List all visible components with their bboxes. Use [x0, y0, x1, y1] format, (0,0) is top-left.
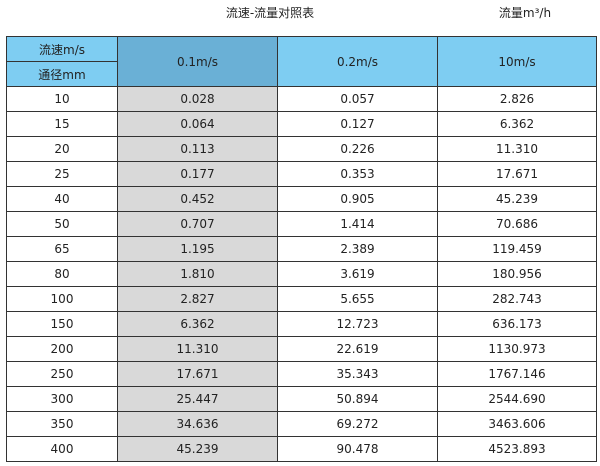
diameter-cell: 350 [6, 411, 118, 437]
flow-cell: 1130.973 [437, 336, 597, 362]
flow-cell: 1.810 [117, 261, 278, 287]
column-header[interactable]: 0.1m/s [117, 36, 278, 87]
flow-cell: 2.827 [117, 286, 278, 312]
table-row: 50 0.707 1.414 70.686 [6, 211, 597, 237]
table-row: 350 34.636 69.272 3463.606 [6, 411, 597, 437]
flow-cell: 25.447 [117, 386, 278, 412]
flow-cell: 11.310 [117, 336, 278, 362]
table-row: 150 6.362 12.723 636.173 [6, 311, 597, 337]
flow-cell: 11.310 [437, 136, 597, 162]
diameter-cell: 300 [6, 386, 118, 412]
table-row: 65 1.195 2.389 119.459 [6, 236, 597, 262]
table-row: 300 25.447 50.894 2544.690 [6, 386, 597, 412]
diameter-cell: 50 [6, 211, 118, 237]
flow-cell: 0.226 [277, 136, 438, 162]
flow-cell: 34.636 [117, 411, 278, 437]
header-row: 通径mm [6, 61, 597, 87]
flow-cell: 636.173 [437, 311, 597, 337]
flow-cell: 0.113 [117, 136, 278, 162]
header-diameter: 通径mm [6, 61, 118, 87]
flow-cell: 35.343 [277, 361, 438, 387]
flow-cell: 0.905 [277, 186, 438, 212]
table-row: 400 45.239 90.478 4523.893 [6, 436, 597, 462]
flow-cell: 3463.606 [437, 411, 597, 437]
diameter-cell: 200 [6, 336, 118, 362]
flow-cell: 6.362 [437, 111, 597, 137]
flow-cell: 1.414 [277, 211, 438, 237]
column-header[interactable]: 0.2m/s [277, 36, 438, 87]
flow-cell: 90.478 [277, 436, 438, 462]
flow-cell: 0.177 [117, 161, 278, 187]
diameter-cell: 150 [6, 311, 118, 337]
table-row: 200 11.310 22.619 1130.973 [6, 336, 597, 362]
diameter-cell: 15 [6, 111, 118, 137]
diameter-cell: 20 [6, 136, 118, 162]
flow-cell: 2.826 [437, 86, 597, 112]
table-title: 流速-流量对照表 [225, 6, 315, 20]
flow-cell: 1767.146 [437, 361, 597, 387]
table-row: 15 0.064 0.127 6.362 [6, 111, 597, 137]
flow-cell: 0.707 [117, 211, 278, 237]
table-row: 40 0.452 0.905 45.239 [6, 186, 597, 212]
flow-cell: 12.723 [277, 311, 438, 337]
flow-cell: 4523.893 [437, 436, 597, 462]
header-velocity: 流速m/s [6, 36, 118, 62]
flow-cell: 3.619 [277, 261, 438, 287]
diameter-cell: 80 [6, 261, 118, 287]
table-row: 20 0.113 0.226 11.310 [6, 136, 597, 162]
unit-label: 流量m³/h [498, 6, 552, 20]
flow-cell: 0.353 [277, 161, 438, 187]
diameter-cell: 100 [6, 286, 118, 312]
diameter-cell: 10 [6, 86, 118, 112]
flow-cell: 6.362 [117, 311, 278, 337]
flow-cell: 5.655 [277, 286, 438, 312]
column-header[interactable]: 10m/s [437, 36, 597, 87]
flow-cell: 0.452 [117, 186, 278, 212]
diameter-cell: 65 [6, 236, 118, 262]
table-row: 25 0.177 0.353 17.671 [6, 161, 597, 187]
flow-cell: 50.894 [277, 386, 438, 412]
diameter-cell: 400 [6, 436, 118, 462]
flow-cell: 1.195 [117, 236, 278, 262]
flow-cell: 69.272 [277, 411, 438, 437]
diameter-cell: 25 [6, 161, 118, 187]
diameter-cell: 40 [6, 186, 118, 212]
flow-cell: 0.057 [277, 86, 438, 112]
flow-cell: 45.239 [117, 436, 278, 462]
flow-cell: 180.956 [437, 261, 597, 287]
flow-cell: 2544.690 [437, 386, 597, 412]
flow-cell: 119.459 [437, 236, 597, 262]
flow-cell: 45.239 [437, 186, 597, 212]
table-row: 250 17.671 35.343 1767.146 [6, 361, 597, 387]
flow-cell: 282.743 [437, 286, 597, 312]
header-row: 流速m/s 0.1m/s 0.2m/s 10m/s [6, 36, 597, 87]
table-row: 10 0.028 0.057 2.826 [6, 86, 597, 112]
flow-cell: 2.389 [277, 236, 438, 262]
flow-rate-table: 流速m/s 0.1m/s 0.2m/s 10m/s 通径mm 10 0.028 0.… [6, 36, 597, 462]
table-row: 80 1.810 3.619 180.956 [6, 261, 597, 287]
flow-cell: 17.671 [437, 161, 597, 187]
flow-cell: 70.686 [437, 211, 597, 237]
flow-cell: 17.671 [117, 361, 278, 387]
flow-cell: 22.619 [277, 336, 438, 362]
flow-cell: 0.127 [277, 111, 438, 137]
flow-cell: 0.064 [117, 111, 278, 137]
diameter-cell: 250 [6, 361, 118, 387]
flow-cell: 0.028 [117, 86, 278, 112]
table-row: 100 2.827 5.655 282.743 [6, 286, 597, 312]
